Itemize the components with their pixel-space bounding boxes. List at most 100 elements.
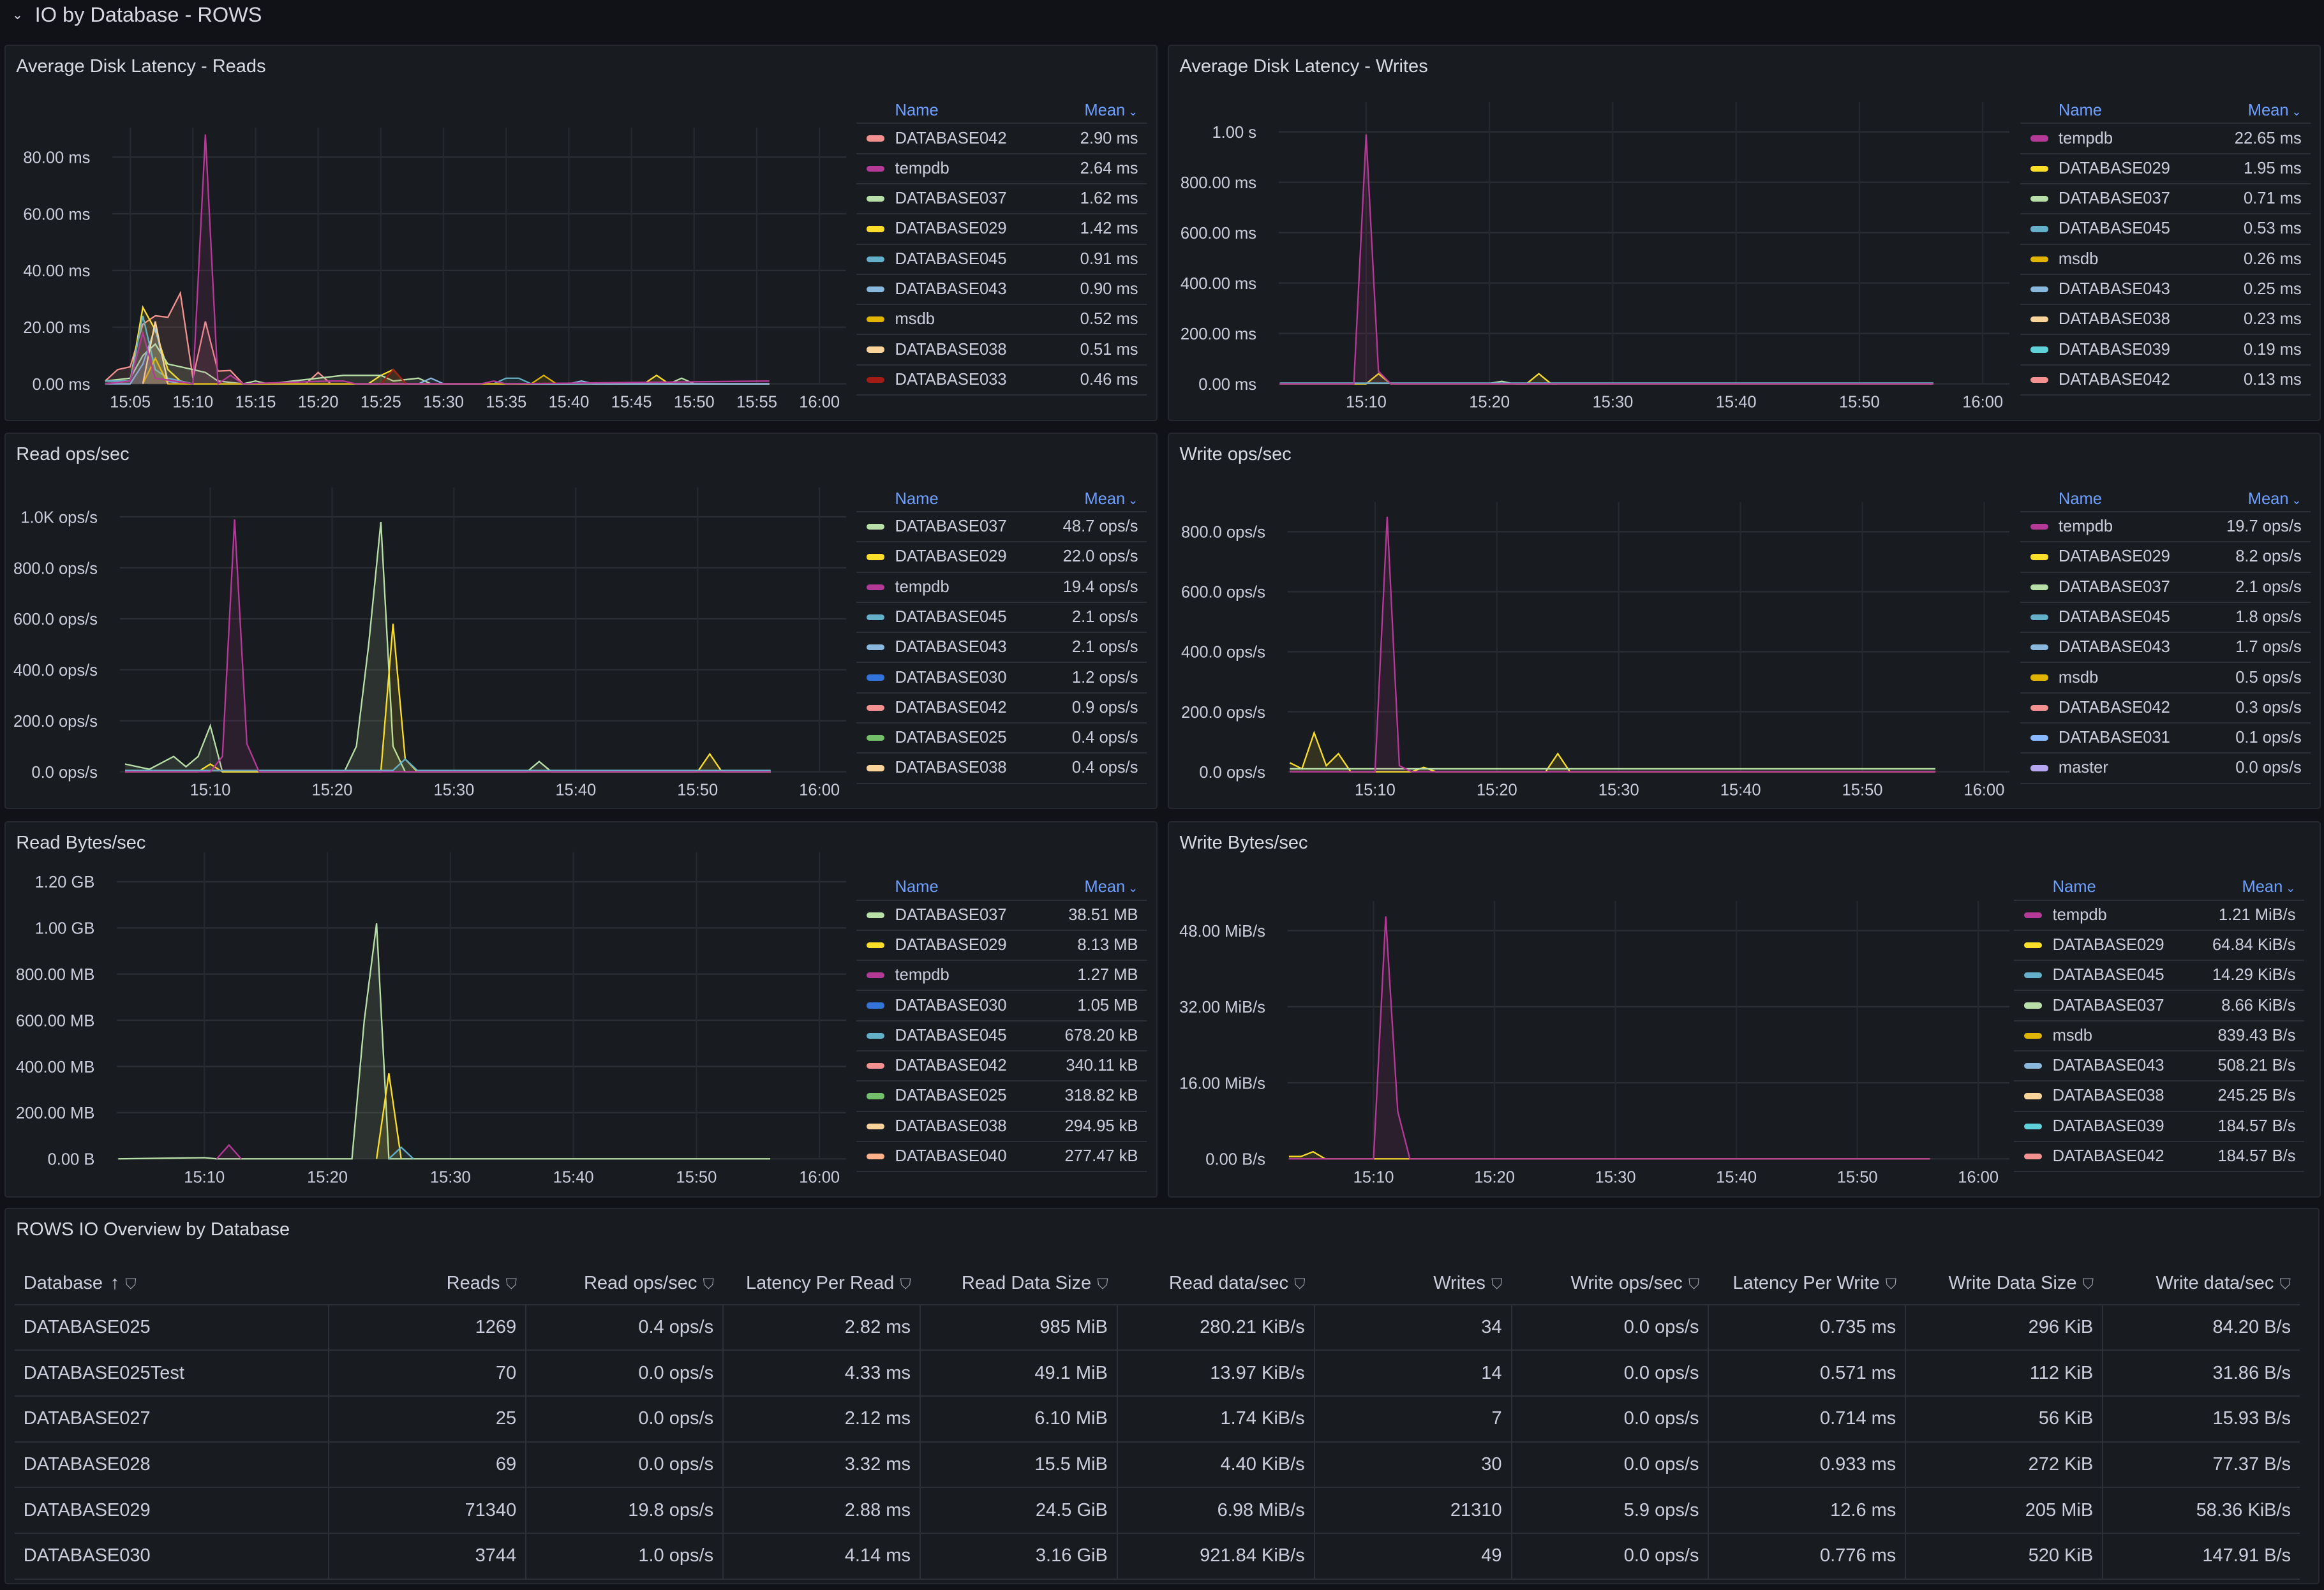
legend-item[interactable]: DATABASE025 318.82 kB: [856, 1081, 1147, 1112]
filter-icon[interactable]: ⛉: [1688, 1275, 1700, 1292]
legend-name-header[interactable]: Name: [2058, 101, 2102, 120]
legend-item[interactable]: tempdb 2.64 ms: [856, 154, 1147, 184]
legend-item[interactable]: DATABASE025 0.4 ops/s: [856, 724, 1147, 754]
chart-plot[interactable]: 0.00 B 200.00 MB 400.00 MB 600.00 MB 800.00 …: [6, 822, 858, 1198]
column-header[interactable]: Read Data Size ⛉: [920, 1262, 1117, 1305]
chart-plot[interactable]: 0.00 ms 20.00 ms 40.00 ms 60.00 ms 80.00 ms 1…: [6, 46, 858, 421]
legend-item[interactable]: DATABASE030 1.2 ops/s: [856, 663, 1147, 694]
legend-item[interactable]: msdb 0.26 ms: [2020, 245, 2311, 275]
series-line-tempdb[interactable]: [105, 134, 770, 385]
legend-mean-header[interactable]: Mean ⌄: [2248, 101, 2302, 120]
chart-plot[interactable]: 0.00 B/s 16.00 MiB/s 32.00 MiB/s 48.00 MiB/…: [1169, 822, 2022, 1198]
column-header[interactable]: Latency Per Read ⛉: [723, 1262, 920, 1305]
legend-name-header[interactable]: Name: [895, 489, 939, 508]
legend-item[interactable]: DATABASE042 340.11 kB: [856, 1051, 1147, 1082]
legend-item[interactable]: DATABASE045 0.91 ms: [856, 245, 1147, 275]
legend-item[interactable]: DATABASE029 64.84 KiB/s: [2014, 931, 2305, 962]
legend-item[interactable]: tempdb 1.27 MB: [856, 961, 1147, 992]
legend-item[interactable]: DATABASE029 8.2 ops/s: [2020, 542, 2311, 573]
legend-mean-header[interactable]: Mean ⌄: [2248, 490, 2302, 509]
series-line-DATABASE037[interactable]: [124, 522, 771, 773]
legend-item[interactable]: DATABASE031 0.1 ops/s: [2020, 724, 2311, 754]
legend-item[interactable]: DATABASE042 0.9 ops/s: [856, 694, 1147, 724]
row-header[interactable]: ⌄ IO by Database - ROWS: [12, 1, 262, 28]
legend-item[interactable]: DATABASE042 184.57 B/s: [2014, 1142, 2305, 1173]
series-line-tempdb[interactable]: [216, 1143, 242, 1159]
column-header[interactable]: Write ops/sec ⛉: [1511, 1262, 1709, 1305]
legend-mean-header[interactable]: Mean ⌄: [1084, 101, 1138, 120]
legend-item[interactable]: DATABASE029 22.0 ops/s: [856, 542, 1147, 573]
legend-item[interactable]: master 0.0 ops/s: [2020, 754, 2311, 784]
legend-item[interactable]: DATABASE045 14.29 KiB/s: [2014, 961, 2305, 992]
chart-plot[interactable]: 0.0 ops/s 200.0 ops/s 400.0 ops/s 600.0 ops…: [6, 434, 858, 809]
series-line-DATABASE033[interactable]: [380, 368, 406, 385]
legend-item[interactable]: DATABASE038 0.4 ops/s: [856, 754, 1147, 784]
table-row[interactable]: DATABASE030 3744 1.0 ops/s 4.14 ms 3.16 GiB 9…: [14, 1533, 2300, 1580]
filter-icon[interactable]: ⛉: [1885, 1275, 1897, 1292]
table-row[interactable]: DATABASE028 69 0.0 ops/s 3.32 ms 15.5 MiB 4.4…: [14, 1441, 2300, 1489]
column-header[interactable]: Read data/sec ⛉: [1117, 1262, 1315, 1305]
chart-plot[interactable]: 0.0 ops/s 200.0 ops/s 400.0 ops/s 600.0 ops…: [1169, 434, 2022, 809]
legend-item[interactable]: DATABASE045 0.53 ms: [2020, 214, 2311, 245]
series-line-msdb[interactable]: [142, 356, 557, 385]
legend-item[interactable]: DATABASE037 0.71 ms: [2020, 184, 2311, 215]
legend-item[interactable]: DATABASE029 1.42 ms: [856, 214, 1147, 245]
legend-item[interactable]: DATABASE045 2.1 ops/s: [856, 603, 1147, 634]
legend-item[interactable]: DATABASE042 0.3 ops/s: [2020, 694, 2311, 724]
legend-name-header[interactable]: Name: [2058, 489, 2102, 508]
series-line-tempdb[interactable]: [1290, 517, 1936, 773]
legend-name-header[interactable]: Name: [895, 101, 939, 120]
chevron-down-icon[interactable]: ⌄: [11, 7, 24, 22]
column-header[interactable]: Read ops/sec ⛉: [526, 1262, 723, 1305]
legend-item[interactable]: DATABASE037 8.66 KiB/s: [2014, 991, 2305, 1022]
legend-item[interactable]: DATABASE040 277.47 kB: [856, 1142, 1147, 1173]
series-line-DATABASE037[interactable]: [118, 923, 771, 1160]
legend-item[interactable]: DATABASE045 678.20 kB: [856, 1022, 1147, 1051]
legend-item[interactable]: DATABASE037 48.7 ops/s: [856, 512, 1147, 543]
table-row[interactable]: DATABASE025Test 70 0.0 ops/s 4.33 ms 49.1 Mi…: [14, 1350, 2300, 1397]
legend-item[interactable]: DATABASE042 0.13 ms: [2020, 366, 2311, 396]
legend-item[interactable]: tempdb 22.65 ms: [2020, 124, 2311, 154]
table-row[interactable]: DATABASE027 25 0.0 ops/s 2.12 ms 6.10 MiB 1.7…: [14, 1395, 2300, 1443]
legend-name-header[interactable]: Name: [2052, 878, 2096, 896]
filter-icon[interactable]: ⛉: [900, 1275, 911, 1292]
legend-item[interactable]: DATABASE045 1.8 ops/s: [2020, 603, 2311, 634]
filter-icon[interactable]: ⛉: [1294, 1275, 1306, 1292]
column-header[interactable]: Write data/sec ⛉: [2103, 1262, 2300, 1305]
series-line-DATABASE029[interactable]: [124, 623, 771, 773]
filter-icon[interactable]: ⛉: [505, 1275, 518, 1292]
column-header[interactable]: Database ↑ ⛉: [14, 1262, 329, 1305]
legend-item[interactable]: DATABASE037 1.62 ms: [856, 184, 1147, 215]
legend-item[interactable]: DATABASE037 2.1 ops/s: [2020, 573, 2311, 603]
legend-item[interactable]: DATABASE042 2.90 ms: [856, 124, 1147, 154]
filter-icon[interactable]: ⛉: [2082, 1275, 2094, 1292]
series-line-tempdb[interactable]: [1280, 134, 1934, 385]
legend-item[interactable]: DATABASE043 0.25 ms: [2020, 275, 2311, 306]
legend-item[interactable]: DATABASE038 245.25 B/s: [2014, 1081, 2305, 1112]
series-line-DATABASE038[interactable]: [142, 321, 169, 384]
legend-item[interactable]: DATABASE043 508.21 B/s: [2014, 1051, 2305, 1082]
legend-item[interactable]: DATABASE029 8.13 MB: [856, 931, 1147, 962]
legend-item[interactable]: msdb 0.52 ms: [856, 305, 1147, 336]
legend-item[interactable]: DATABASE039 184.57 B/s: [2014, 1112, 2305, 1142]
legend-item[interactable]: DATABASE043 0.90 ms: [856, 275, 1147, 306]
legend-item[interactable]: msdb 839.43 B/s: [2014, 1022, 2305, 1051]
series-line-tempdb[interactable]: [1289, 916, 1930, 1160]
legend-item[interactable]: DATABASE038 294.95 kB: [856, 1112, 1147, 1142]
filter-icon[interactable]: ⛉: [703, 1275, 715, 1292]
chart-plot[interactable]: 0.00 ms 200.00 ms 400.00 ms 600.00 ms 800.00…: [1169, 46, 2022, 421]
table-row[interactable]: DATABASE025 1269 0.4 ops/s 2.82 ms 985 MiB 28…: [14, 1304, 2300, 1351]
column-header[interactable]: Reads ⛉: [329, 1262, 526, 1305]
legend-item[interactable]: DATABASE029 1.95 ms: [2020, 154, 2311, 184]
legend-item[interactable]: tempdb 1.21 MiB/s: [2014, 901, 2305, 931]
series-line-tempdb[interactable]: [124, 519, 771, 773]
legend-item[interactable]: tempdb 19.7 ops/s: [2020, 512, 2311, 543]
filter-icon[interactable]: ⛉: [1491, 1275, 1503, 1292]
filter-icon[interactable]: ⛉: [125, 1275, 137, 1292]
legend-item[interactable]: msdb 0.5 ops/s: [2020, 663, 2311, 694]
legend-mean-header[interactable]: Mean ⌄: [2242, 878, 2295, 896]
column-header[interactable]: Write Data Size ⛉: [1905, 1262, 2103, 1305]
series-line-DATABASE045[interactable]: [388, 1146, 414, 1159]
legend-name-header[interactable]: Name: [895, 878, 939, 896]
legend-item[interactable]: tempdb 19.4 ops/s: [856, 573, 1147, 603]
